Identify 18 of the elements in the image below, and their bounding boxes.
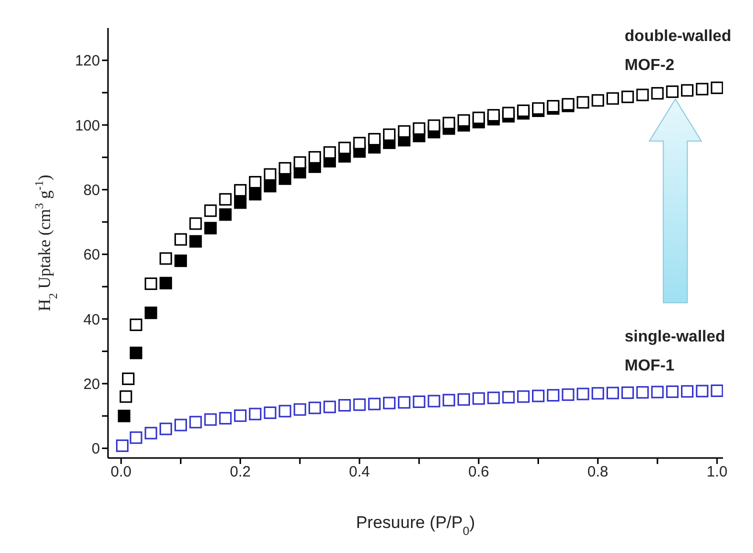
annotation: single-walled	[624, 328, 726, 346]
annotation: MOF-1	[624, 358, 675, 375]
y-tick-label: 40	[83, 311, 100, 328]
x-tick-label: 0.8	[587, 464, 608, 481]
y-tick-label: 0	[92, 440, 100, 458]
y-tick-label: 20	[83, 376, 100, 393]
x-tick-label: 0.2	[230, 464, 251, 481]
x-tick-label: 0.0	[110, 464, 132, 481]
x-tick-label: 0.4	[349, 464, 370, 481]
x-tick-label: 1.0	[706, 464, 728, 481]
y-tick-label: 80	[83, 182, 100, 199]
y-tick-label: 120	[74, 52, 100, 70]
annotation: MOF-2	[624, 57, 675, 74]
y-tick-label: 100	[74, 117, 100, 134]
x-axis-title: Presuure (P/P$_{0}$)	[356, 513, 476, 538]
x-tick-label: 0.6	[468, 464, 490, 481]
y-tick-label: 60	[83, 246, 100, 264]
annotation: double-walled	[624, 28, 732, 45]
